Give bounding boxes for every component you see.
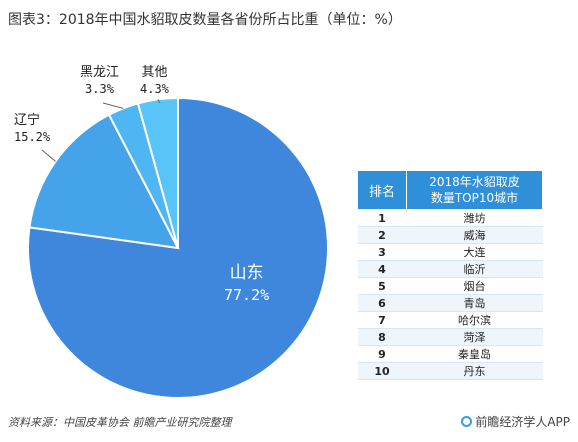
pie-slice-2 (28, 113, 180, 250)
city-cell: 潍坊 (406, 209, 543, 227)
table-row: 5 烟台 (357, 277, 543, 295)
rank-cell: 8 (357, 328, 407, 346)
city-cell: 威海 (406, 226, 543, 244)
rank-cell: 4 (357, 260, 407, 278)
brand-credit: 前瞻经济学人APP (461, 413, 570, 430)
brand-logo-icon (461, 416, 473, 427)
table-header-city-text: 2018年水貂取皮数量TOP10城市 (429, 175, 520, 205)
table-row: 9 秦皇岛 (357, 345, 543, 363)
label-shandong: 山东 77.2% (224, 262, 269, 306)
table-row: 2 威海 (357, 226, 543, 244)
city-cell: 秦皇岛 (406, 345, 543, 363)
rank-cell: 9 (357, 345, 407, 363)
city-cell: 菏泽 (406, 328, 543, 346)
label-other-value: 4.3% (140, 82, 169, 96)
leader-line-3 (102, 102, 124, 109)
city-cell: 临沂 (406, 260, 543, 278)
rank-cell: 3 (357, 243, 407, 261)
city-cell: 青岛 (406, 294, 543, 312)
table-row: 4 临沂 (357, 260, 543, 278)
rank-cell: 10 (357, 362, 407, 380)
label-shandong-value: 77.2% (224, 286, 270, 304)
pie-chart: 辽宁 15.2% 黑龙江 3.3% 其他 4.3% 山东 77.2% (14, 64, 329, 399)
label-other: 其他 4.3% (140, 64, 169, 98)
city-cell: 哈尔滨 (406, 311, 543, 329)
rank-cell: 6 (357, 294, 407, 312)
label-liaoning-value: 15.2% (14, 130, 51, 144)
leader-line-2 (41, 149, 56, 162)
chart-title: 图表3：2018年中国水貂取皮数量各省份所占比重（单位：%） (8, 12, 402, 28)
rank-cell: 5 (357, 277, 407, 295)
table-row: 7 哈尔滨 (357, 311, 543, 329)
label-heilongjiang-name: 黑龙江 (80, 65, 120, 80)
table-row: 1 潍坊 (357, 209, 543, 227)
pie-slice-1 (27, 96, 329, 399)
source-note: 资料来源：中国皮革协会 前瞻产业研究院整理 (8, 416, 232, 429)
label-heilongjiang-value: 3.3% (85, 82, 114, 96)
pie-svg (27, 96, 329, 399)
leader-line-4 (157, 99, 161, 104)
label-other-name: 其他 (141, 65, 168, 80)
city-cell: 烟台 (406, 277, 543, 295)
pie-slice-4 (136, 96, 179, 249)
table-header-rank: 排名 (357, 170, 407, 210)
city-cell: 大连 (406, 243, 543, 261)
city-cell: 丹东 (406, 362, 543, 380)
rank-cell: 7 (357, 311, 407, 329)
label-liaoning-name: 辽宁 (14, 113, 41, 128)
rank-cell: 2 (357, 226, 407, 244)
table-row: 6 青岛 (357, 294, 543, 312)
table-row: 10 丹东 (357, 362, 543, 380)
table-row: 3 大连 (357, 243, 543, 261)
label-heilongjiang: 黑龙江 3.3% (80, 64, 119, 98)
rank-cell: 1 (357, 209, 407, 227)
label-shandong-name: 山东 (229, 263, 264, 283)
table-header-city: 2018年水貂取皮数量TOP10城市 (406, 170, 543, 210)
table-row: 8 菏泽 (357, 328, 543, 346)
label-liaoning: 辽宁 15.2% (14, 112, 50, 146)
brand-text: 前瞻经济学人APP (475, 415, 570, 429)
